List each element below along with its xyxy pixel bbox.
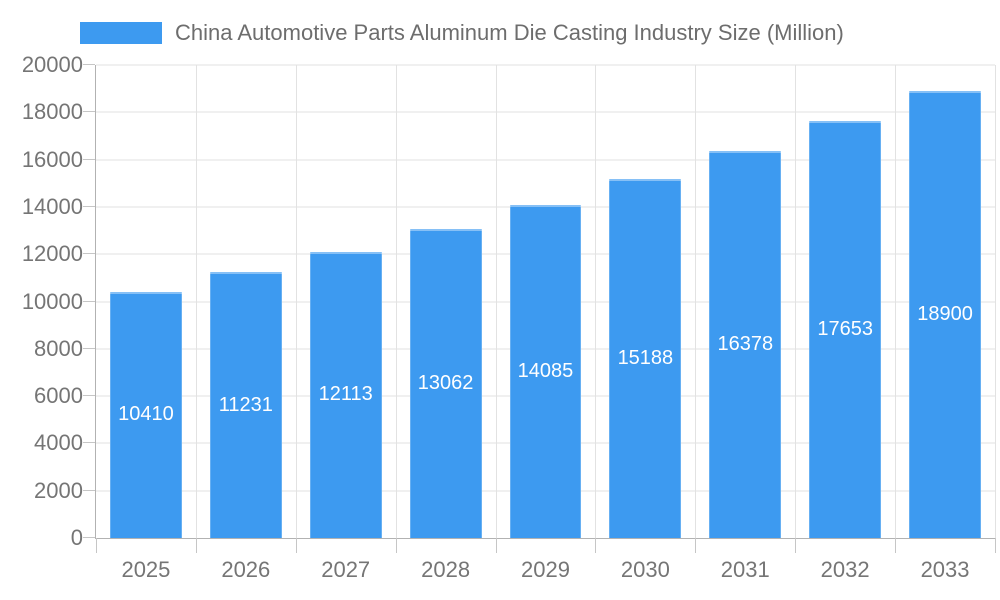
y-axis-tick-label: 10000 (21, 288, 83, 314)
x-gridline (395, 65, 397, 538)
x-axis-tick-mark (195, 538, 197, 553)
x-axis-tick-mark (495, 538, 497, 553)
x-axis-tick-mark (695, 538, 697, 553)
bar-value-label: 14085 (517, 359, 574, 382)
bar-value-label: 15188 (617, 346, 674, 369)
y-axis-tick-mark (83, 300, 95, 302)
bar-2032[interactable]: 17653 (809, 120, 882, 538)
x-axis-tick-label: 2025 (121, 557, 171, 582)
y-axis-tick-label: 12000 (21, 241, 83, 267)
y-axis-tick-label: 2000 (34, 477, 83, 503)
x-gridline (595, 65, 597, 538)
bar-2025[interactable]: 10410 (109, 291, 182, 538)
bar-value-label: 18900 (917, 303, 973, 325)
x-gridline (295, 65, 297, 538)
x-gridline (995, 65, 996, 538)
y-axis-tick-label: 4000 (34, 430, 83, 456)
x-gridline (195, 65, 197, 538)
x-axis-tick-mark (295, 538, 297, 553)
x-gridline (695, 65, 697, 538)
x-gridline (495, 65, 497, 538)
x-gridline (895, 65, 897, 538)
x-axis-tick-label: 2031 (720, 557, 770, 582)
legend-item[interactable]: China Automotive Parts Aluminum Die Cast… (80, 20, 844, 46)
x-axis-tick-mark (96, 538, 97, 553)
x-axis-tick-label: 2028 (421, 557, 471, 582)
bar-2026[interactable]: 11231 (209, 272, 282, 538)
y-gridline (96, 111, 995, 113)
y-axis-tick-label: 14000 (21, 193, 83, 219)
x-axis-tick-mark (995, 538, 996, 553)
legend-swatch-icon (80, 22, 162, 44)
y-axis-tick-mark (83, 347, 95, 349)
bar-2028[interactable]: 13062 (409, 229, 482, 538)
legend-label: China Automotive Parts Aluminum Die Cast… (175, 20, 844, 45)
y-axis-tick-label: 18000 (21, 99, 83, 125)
x-gridline (795, 65, 797, 538)
bar-2030[interactable]: 15188 (609, 178, 682, 538)
x-axis-tick-mark (395, 538, 397, 553)
x-axis-tick-mark (595, 538, 597, 553)
y-axis-tick-mark (83, 205, 95, 207)
y-axis-tick-label: 16000 (21, 146, 83, 172)
bar-value-label: 13062 (417, 372, 474, 395)
x-axis-tick-label: 2033 (920, 557, 970, 582)
bar-value-label: 16378 (717, 332, 774, 355)
y-axis-tick-label: 20000 (21, 52, 83, 77)
bar-2027[interactable]: 12113 (309, 251, 382, 538)
y-axis-tick-label: 8000 (34, 335, 83, 361)
bar-2033[interactable]: 18900 (909, 91, 981, 538)
plot-area: 0 2000 4000 6000 8000 10000 12000 14000 16000 180… (22, 54, 996, 582)
y-axis-tick-mark (83, 111, 95, 113)
bar-slot: 17653 (795, 65, 895, 538)
bar-slot: 13062 (396, 65, 496, 538)
y-axis-tick-mark (83, 395, 95, 397)
bar-value-label: 10410 (118, 403, 174, 426)
x-axis-tick-label: 2030 (620, 557, 670, 582)
y-axis-tick-mark (83, 537, 95, 538)
x-axis-tick-label: 2032 (820, 557, 870, 582)
bar-slot: 12113 (296, 65, 396, 538)
y-axis-tick-label: 0 (70, 525, 83, 550)
x-axis-tick-label: 2029 (521, 557, 570, 582)
bar-2031[interactable]: 16378 (709, 150, 782, 538)
x-axis-tick-label: 2026 (221, 557, 271, 582)
bar-slot: 18900 (895, 65, 995, 538)
y-axis-tick-mark (83, 158, 95, 160)
y-axis-tick-label: 6000 (34, 383, 83, 409)
y-axis-tick-mark (83, 253, 95, 255)
bar-slot: 15188 (595, 65, 695, 538)
x-axis-tick-label: 2027 (321, 557, 371, 582)
bar-slot: 11231 (196, 65, 296, 538)
bar-slot: 16378 (695, 65, 795, 538)
bar-2029[interactable]: 14085 (509, 204, 582, 538)
bar-slot: 14085 (496, 65, 596, 538)
bar-value-label: 12113 (318, 383, 373, 406)
x-axis-tick-mark (895, 538, 897, 553)
bar-slot: 10410 (96, 65, 196, 538)
y-gridline (96, 64, 995, 66)
bar-value-label: 11231 (218, 393, 273, 416)
y-axis-tick-mark (83, 489, 95, 491)
y-axis-tick-mark (83, 64, 95, 65)
bar-value-label: 17653 (817, 317, 873, 340)
y-axis-tick-mark (83, 442, 95, 444)
x-axis-tick-mark (795, 538, 797, 553)
y-gridline (96, 159, 995, 161)
